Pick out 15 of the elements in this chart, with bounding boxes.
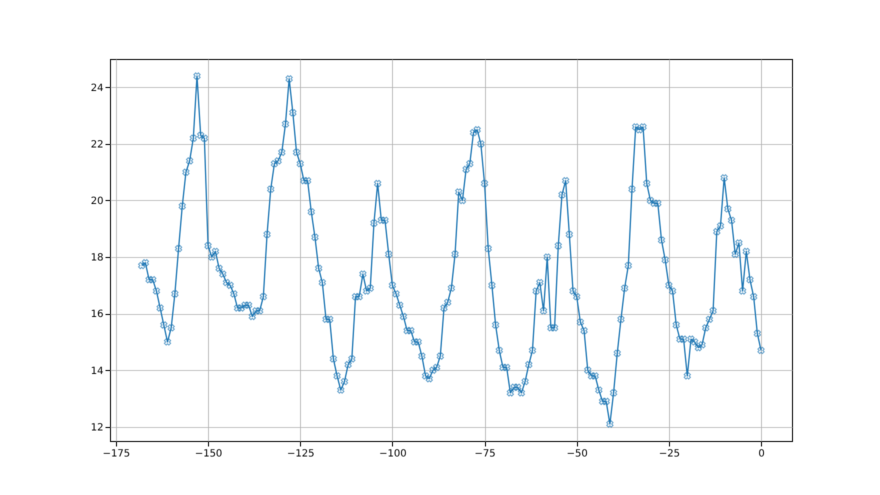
x-tick-label: −150	[194, 448, 222, 460]
y-tick-label: 14	[90, 366, 104, 377]
y-tick-label: 20	[90, 196, 104, 207]
y-tick-label: 16	[90, 309, 104, 320]
y-tick-label: 18	[90, 252, 104, 264]
x-tick-label: −175	[102, 448, 130, 460]
x-tick-label: −50	[566, 448, 588, 460]
x-tick-label: −25	[658, 448, 680, 460]
y-tick-label: 24	[90, 82, 104, 94]
x-tick-label: −125	[286, 448, 314, 460]
y-tick-label: 12	[90, 422, 104, 434]
x-tick-label: −100	[379, 448, 407, 460]
y-tick-label: 22	[90, 139, 104, 150]
x-tick-label: −75	[474, 448, 496, 460]
x-tick-label: 0	[758, 448, 765, 460]
